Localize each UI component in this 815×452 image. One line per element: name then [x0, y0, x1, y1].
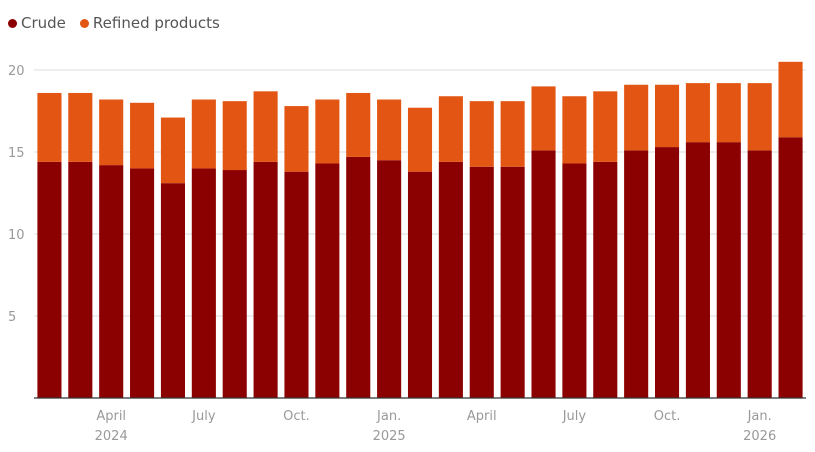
crude-swatch-icon [8, 18, 17, 28]
bar-refined-2025-06 [531, 86, 556, 151]
bar-refined-2025-04 [469, 101, 494, 167]
bar-refined-2024-04 [99, 99, 124, 166]
bar-refined-2025-02 [407, 107, 433, 172]
bar-crude-2024-10 [284, 171, 309, 398]
x-tick-label: Oct. [283, 409, 310, 424]
bar-refined-2024-02 [37, 92, 62, 162]
legend-item-refined: Refined products [79, 14, 220, 32]
bar-crude-2024-12 [346, 156, 371, 398]
bar-crude-2025-06 [531, 150, 556, 398]
bar-refined-2025-11 [685, 83, 710, 143]
bar-crude-2025-05 [500, 166, 525, 398]
x-tick-label: July [191, 409, 216, 424]
bar-crude-2025-01 [377, 160, 402, 398]
bar-crude-2025-04 [469, 166, 494, 398]
bar-refined-2024-11 [315, 99, 340, 164]
x-tick-label: Jan. [747, 409, 772, 424]
bar-crude-2025-03 [438, 161, 463, 398]
bar-refined-2025-01 [377, 99, 402, 161]
bar-crude-2026-02 [778, 137, 803, 399]
bar-refined-2024-06 [160, 117, 186, 184]
bar-refined-2025-05 [500, 101, 525, 167]
y-tick-label: 20 [8, 64, 25, 79]
bar-refined-2024-10 [284, 106, 309, 172]
x-tick-label: April [96, 409, 126, 424]
bar-refined-2026-02 [778, 61, 803, 138]
bar-crude-2025-11 [685, 142, 710, 398]
y-tick-label: 15 [8, 146, 25, 161]
bar-crude-2024-11 [315, 163, 340, 398]
bar-crude-2024-06 [160, 183, 186, 398]
bar-crude-2025-12 [716, 142, 741, 398]
bar-crude-2025-08 [593, 161, 618, 398]
bar-refined-2024-08 [222, 101, 247, 171]
bar-crude-2024-09 [253, 161, 278, 398]
bar-refined-2024-05 [130, 102, 155, 169]
refined-swatch-icon [79, 18, 89, 28]
bar-crude-2024-03 [68, 161, 93, 398]
x-tick-year-label: 2024 [95, 429, 128, 444]
bar-refined-2024-12 [346, 92, 371, 157]
x-tick-label: April [467, 409, 497, 424]
y-tick-label: 5 [8, 310, 16, 325]
bar-refined-2025-09 [624, 84, 649, 151]
x-tick-label: Jan. [376, 409, 401, 424]
bar-refined-2025-03 [438, 96, 463, 162]
legend-label-crude: Crude [21, 14, 66, 32]
y-tick-label: 10 [8, 228, 25, 243]
bar-refined-2025-10 [654, 84, 680, 148]
bar-crude-2024-04 [99, 165, 124, 398]
legend-label-refined: Refined products [92, 14, 220, 32]
x-tick-label: July [562, 409, 587, 424]
bar-refined-2024-09 [253, 91, 278, 162]
bar-refined-2025-08 [593, 91, 618, 162]
legend-item-crude: Crude [8, 14, 66, 32]
bar-crude-2026-01 [747, 150, 772, 398]
bar-crude-2024-05 [130, 168, 155, 398]
bar-refined-2025-12 [716, 83, 741, 143]
bar-crude-2025-07 [562, 163, 587, 398]
bar-crude-2025-02 [407, 171, 433, 398]
bar-crude-2025-09 [624, 150, 649, 398]
x-tick-year-label: 2025 [373, 429, 406, 444]
bar-crude-2024-08 [222, 170, 247, 398]
bar-refined-2026-01 [747, 83, 772, 151]
x-tick-label: Oct. [654, 409, 681, 424]
x-tick-year-label: 2026 [743, 429, 776, 444]
bar-crude-2024-07 [191, 168, 216, 398]
bar-refined-2024-07 [191, 99, 216, 169]
bar-refined-2025-07 [562, 96, 587, 164]
bar-crude-2024-02 [37, 161, 62, 398]
legend: Crude Refined products [8, 14, 220, 32]
bar-crude-2025-10 [654, 147, 680, 398]
bar-refined-2024-03 [68, 92, 93, 162]
